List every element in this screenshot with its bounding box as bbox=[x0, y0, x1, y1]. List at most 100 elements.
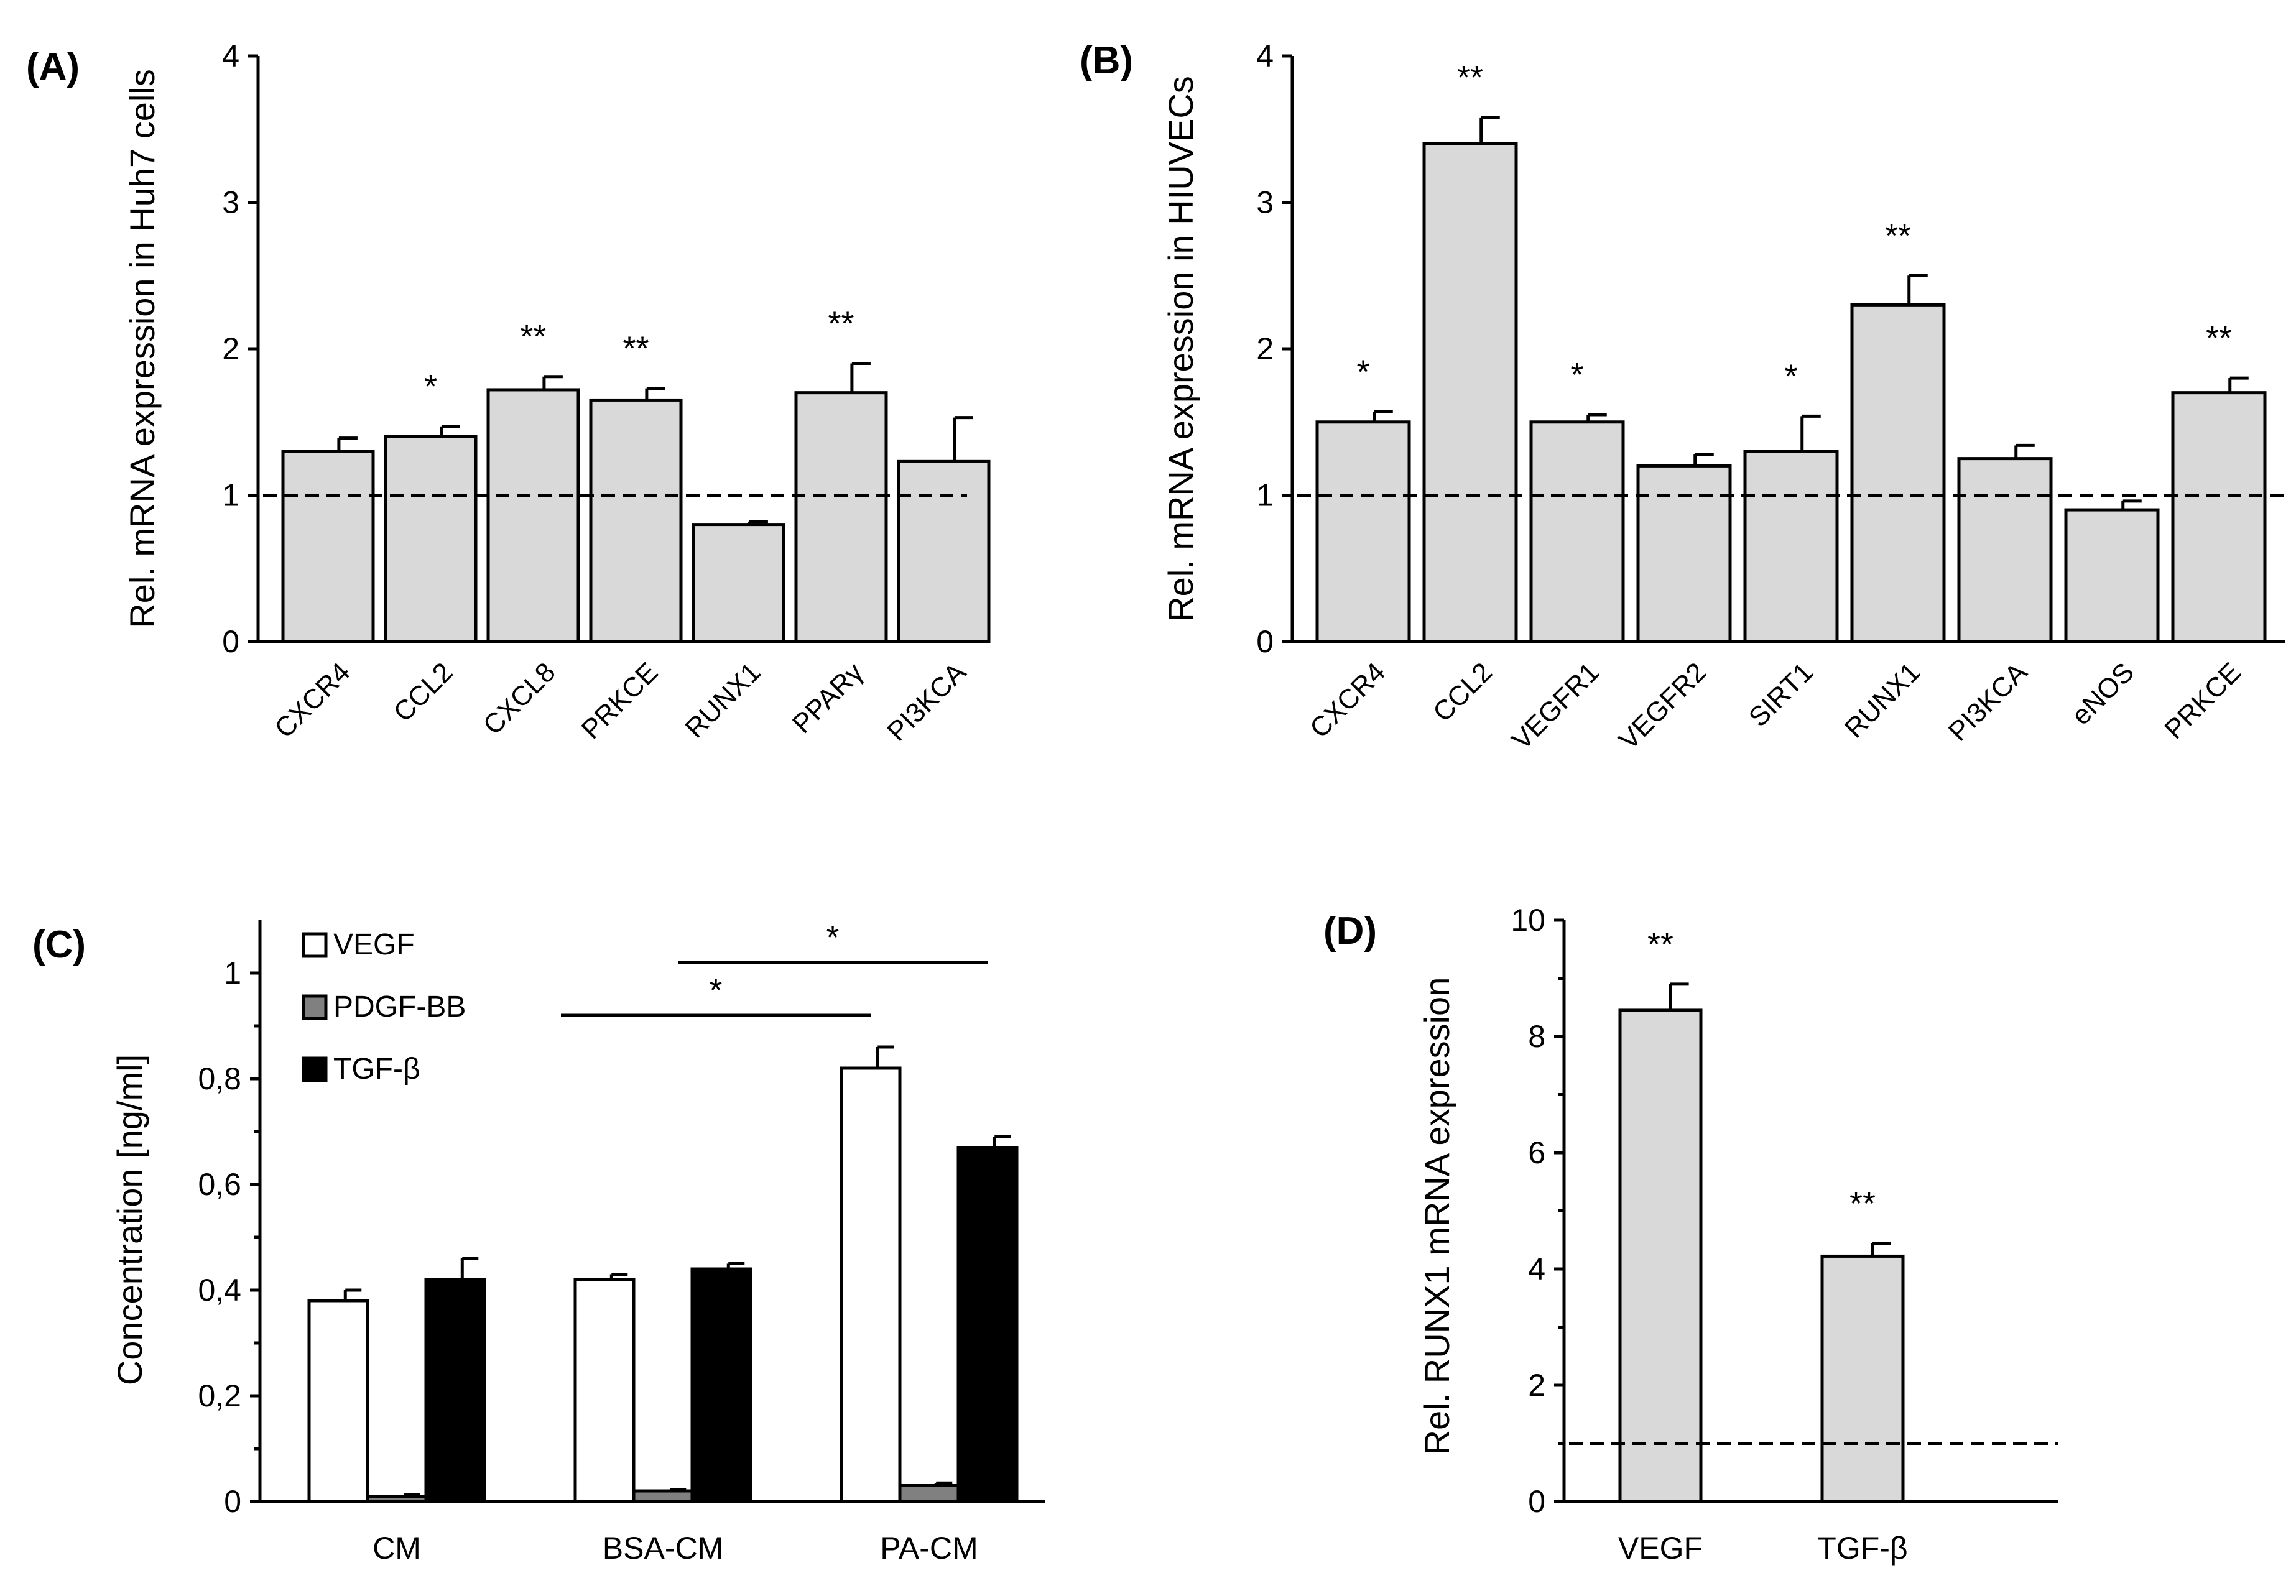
bar-bsa-cm-vegf bbox=[573, 1278, 636, 1503]
panel-d-plot: 0 2 4 6 8 10 ** VEGF ** TGF-β bbox=[1511, 903, 2058, 1566]
x-tick-label: RUNX1 bbox=[1839, 657, 1926, 744]
panel-b-label: (B) bbox=[1080, 39, 1133, 82]
bar-runx1 bbox=[1850, 303, 1946, 643]
panel-a-y-tick-label: 4 bbox=[222, 39, 239, 73]
x-tick-label: RUNX1 bbox=[679, 657, 766, 744]
significance-marker: * bbox=[826, 919, 839, 956]
bar-cxcr4 bbox=[281, 450, 375, 643]
legend-label: VEGF bbox=[333, 928, 415, 961]
significance-marker: * bbox=[1784, 357, 1797, 395]
bar-sirt1 bbox=[1743, 450, 1839, 643]
panel-c: (C) Concentration [ng/ml] 0 0,2 0,4 0,6 0,8 1… bbox=[32, 919, 1045, 1566]
x-tick-label: SIRT1 bbox=[1743, 657, 1819, 732]
panel-d-y-tick-label: 2 bbox=[1528, 1368, 1545, 1403]
legend-label: PDGF-BB bbox=[333, 990, 466, 1023]
bar-pi3kca bbox=[897, 459, 991, 643]
panel-b-plot: 0 1 2 3 4 * CXCR4 ** CCL2 * VEGFR1 VEGFR2 * SIRT1 ** RU… bbox=[1256, 39, 2285, 756]
bar-vegfr2 bbox=[1636, 464, 1732, 643]
panel-c-y-tick-label: 0 bbox=[224, 1484, 241, 1519]
panel-a: (A) Rel. mRNA expression in Huh7 cells 0… bbox=[26, 39, 991, 747]
x-tick-label: PRKCE bbox=[576, 657, 664, 745]
panel-b-y-axis-label: Rel. mRNA expression in HIUVECs bbox=[1161, 76, 1200, 622]
bar-enos bbox=[2064, 508, 2160, 643]
panel-c-label: (C) bbox=[32, 923, 86, 966]
bar-cm-tgf-β bbox=[424, 1278, 486, 1503]
significance-marker: ** bbox=[828, 305, 854, 343]
panel-b-y-tick-label: 0 bbox=[1256, 624, 1274, 659]
panel-b-y-tick-label: 2 bbox=[1256, 331, 1274, 366]
x-tick-label: PA-CM bbox=[880, 1531, 978, 1566]
panel-a-y-tick-label: 1 bbox=[222, 478, 239, 513]
significance-marker: ** bbox=[623, 330, 649, 367]
panel-b-y-tick-label: 4 bbox=[1256, 39, 1274, 73]
legend-swatch-vegf bbox=[302, 932, 328, 958]
bar-tgf-β bbox=[1820, 1254, 1905, 1503]
x-tick-label: CCL2 bbox=[1427, 657, 1498, 727]
panel-d-label: (D) bbox=[1323, 910, 1377, 953]
x-tick-label: VEGF bbox=[1618, 1531, 1703, 1566]
x-tick-label: CCL2 bbox=[387, 657, 458, 727]
panel-c-y-tick-label: 1 bbox=[224, 956, 241, 990]
panel-a-y-tick-label: 0 bbox=[222, 624, 239, 659]
bar-cm-vegf bbox=[307, 1299, 369, 1503]
x-tick-label: CM bbox=[373, 1531, 421, 1566]
significance-marker: ** bbox=[2206, 320, 2232, 357]
bar-pa-cm-vegf bbox=[840, 1066, 902, 1503]
panel-a-y-tick-label: 2 bbox=[222, 331, 239, 366]
panel-d-y-tick-label: 10 bbox=[1511, 903, 1545, 938]
x-tick-label: PPARγ bbox=[787, 657, 869, 739]
panel-b-y-tick-label: 3 bbox=[1256, 185, 1274, 220]
panel-c-plot: 0 0,2 0,4 0,6 0,8 1 CM BSA-CM PA-CM * * bbox=[198, 919, 1045, 1566]
bar-pa-cm-pdgf-bb bbox=[898, 1484, 960, 1503]
panel-a-y-axis-label: Rel. mRNA expression in Huh7 cells bbox=[123, 69, 162, 628]
x-tick-label: TGF-β bbox=[1817, 1531, 1907, 1566]
x-tick-label: eNOS bbox=[2066, 657, 2140, 731]
panel-c-legend: VEGF PDGF-BB TGF-β bbox=[302, 928, 466, 1086]
x-tick-label: CXCR4 bbox=[269, 657, 356, 744]
panel-d-y-tick-label: 0 bbox=[1528, 1484, 1545, 1519]
bar-ccl2 bbox=[384, 435, 478, 643]
bar-cxcr4 bbox=[1315, 420, 1411, 643]
panel-d-y-tick-label: 6 bbox=[1528, 1135, 1545, 1170]
bar-pa-cm-tgf-β bbox=[956, 1146, 1019, 1503]
legend-swatch-tgf-β bbox=[302, 1056, 328, 1082]
panel-d-y-axis-label: Rel. RUNX1 mRNA expression bbox=[1417, 977, 1456, 1455]
bar-bsa-cm-pdgf-bb bbox=[632, 1489, 694, 1503]
x-tick-label: PI3KCA bbox=[1943, 657, 2034, 747]
significance-marker: * bbox=[709, 972, 722, 1009]
significance-marker: ** bbox=[520, 318, 546, 356]
panel-c-y-tick-label: 0,6 bbox=[198, 1167, 241, 1202]
panel-d: (D) Rel. RUNX1 mRNA expression 0 2 4 6 8 10 **… bbox=[1323, 903, 2058, 1566]
x-tick-label: PI3KCA bbox=[881, 657, 972, 747]
bar-vegf bbox=[1618, 1008, 1703, 1503]
panel-c-y-axis-label: Concentration [ng/ml] bbox=[110, 1054, 149, 1385]
panel-a-plot: 0 1 2 3 4 CXCR4 * CCL2 ** CXCL8 ** PRKCE RUNX1 ** PPAR… bbox=[222, 39, 991, 747]
panel-c-y-tick-label: 0,8 bbox=[198, 1061, 241, 1096]
panel-d-y-tick-label: 4 bbox=[1528, 1252, 1545, 1286]
significance-marker: ** bbox=[1885, 217, 1911, 254]
bar-pi3kca bbox=[1957, 457, 2053, 643]
panel-a-y-tick-label: 3 bbox=[222, 185, 239, 220]
x-tick-label: PRKCE bbox=[2159, 657, 2247, 745]
panel-b-y-tick-label: 1 bbox=[1256, 478, 1274, 513]
x-tick-label: CXCL8 bbox=[478, 657, 562, 740]
bar-vegfr1 bbox=[1529, 420, 1625, 643]
panel-b: (B) Rel. mRNA expression in HIUVECs 0 1 2 3… bbox=[1080, 39, 2285, 756]
x-tick-label: VEGFR1 bbox=[1506, 657, 1605, 755]
panel-d-y-tick-label: 8 bbox=[1528, 1019, 1545, 1054]
x-tick-label: CXCR4 bbox=[1304, 657, 1391, 744]
bar-prkce bbox=[2171, 391, 2267, 643]
significance-marker: * bbox=[424, 368, 437, 405]
legend-label: TGF-β bbox=[333, 1053, 420, 1086]
bar-runx1 bbox=[692, 523, 785, 643]
significance-marker: ** bbox=[1457, 59, 1483, 96]
panel-c-y-tick-label: 0,2 bbox=[198, 1378, 241, 1413]
significance-marker: ** bbox=[1849, 1185, 1876, 1222]
bar-cxcl8 bbox=[486, 388, 580, 643]
significance-marker: * bbox=[1570, 356, 1583, 394]
bar-pparγ bbox=[794, 391, 888, 643]
significance-marker: ** bbox=[1647, 926, 1673, 963]
x-tick-label: BSA-CM bbox=[603, 1531, 723, 1566]
panel-a-label: (A) bbox=[26, 45, 80, 88]
